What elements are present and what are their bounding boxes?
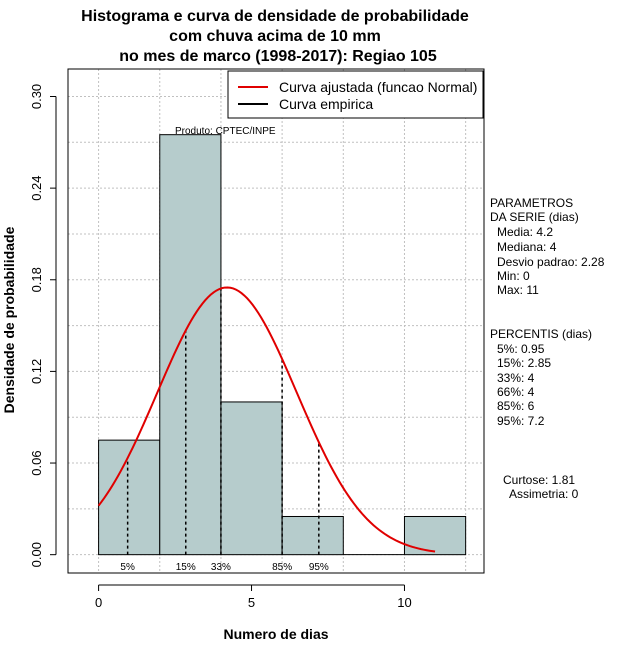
y-tick-label-5: 0.30: [29, 84, 44, 109]
x-axis-label: Numero de dias: [223, 626, 328, 642]
y-tick-label-3: 0.18: [29, 267, 44, 292]
percentile-label-0: 5%: [120, 562, 135, 573]
histogram-bar-5: [403, 515, 467, 556]
percentil-66: 66%: 4: [497, 385, 535, 399]
x-tick-label-0: 0: [95, 595, 102, 610]
y-axis: 0.00 0.06 0.12 0.18 0.24 0.30: [29, 84, 57, 567]
curve-layer: [97, 286, 436, 553]
percentil-85: 85%: 6: [497, 399, 535, 413]
assimetria-value: Assimetria: 0: [509, 487, 579, 501]
plot-frame: [67, 68, 485, 574]
y-axis-label: Densidade de probabilidade: [1, 226, 17, 413]
param-mediana: Mediana: 4: [497, 240, 557, 254]
y-tick-label-2: 0.12: [29, 359, 44, 384]
normal-curve: [97, 286, 436, 553]
percentile-label-4: 95%: [309, 562, 329, 573]
legend-box: [227, 70, 484, 119]
percentile-label-2: 33%: [211, 562, 231, 573]
x-axis: 0 5 10: [95, 584, 412, 610]
param-min: Min: 0: [497, 269, 530, 283]
legend: Curva ajustada (funcao Normal) Curva emp…: [227, 70, 484, 119]
params-title-2: DA SERIE (dias): [490, 210, 579, 224]
params-title-1: PARAMETROS: [490, 196, 573, 210]
legend-label-fitted: Curva ajustada (funcao Normal): [279, 79, 477, 95]
bars-layer: [98, 134, 467, 556]
histogram-bar-3: [281, 515, 344, 556]
chart-title-line-2: com chuva acima de 10 mm: [169, 28, 381, 45]
histogram-bar-1: [159, 134, 222, 556]
percentil-5: 5%: 0.95: [497, 342, 545, 356]
histogram-bar-0: [98, 439, 161, 556]
percentil-95: 95%: 7.2: [497, 414, 545, 428]
x-tick-label-1: 5: [248, 595, 255, 610]
chart-title-line-3: no mes de marco (1998-2017): Regiao 105: [119, 48, 437, 65]
param-desvio: Desvio padrao: 2.28: [497, 255, 605, 269]
y-tick-label-1: 0.06: [29, 450, 44, 475]
chart-title-line-1: Histograma e curva de densidade de proba…: [81, 8, 469, 25]
percentis-title: PERCENTIS (dias): [490, 327, 592, 341]
percentile-label-1: 15%: [176, 562, 196, 573]
curtose-value: Curtose: 1.81: [503, 473, 575, 487]
grid-layer: [68, 69, 484, 573]
y-tick-label-0: 0.00: [29, 542, 44, 567]
x-tick-label-2: 10: [397, 595, 411, 610]
param-media: Media: 4.2: [497, 225, 553, 239]
percentile-label-3: 85%: [272, 562, 292, 573]
legend-label-empirical: Curva empirica: [279, 96, 373, 112]
percentil-15: 15%: 2.85: [497, 356, 551, 370]
product-label: Produto: CPTEC/INPE: [175, 126, 276, 137]
y-tick-label-4: 0.24: [29, 175, 44, 200]
histogram-bar-2: [220, 401, 283, 556]
side-panel: PARAMETROS DA SERIE (dias) Media: 4.2 Me…: [490, 196, 605, 501]
percentil-33: 33%: 4: [497, 371, 535, 385]
param-max: Max: 11: [497, 283, 539, 297]
percentile-lines-layer: 5% 15% 33% 85% 95%: [120, 288, 329, 573]
